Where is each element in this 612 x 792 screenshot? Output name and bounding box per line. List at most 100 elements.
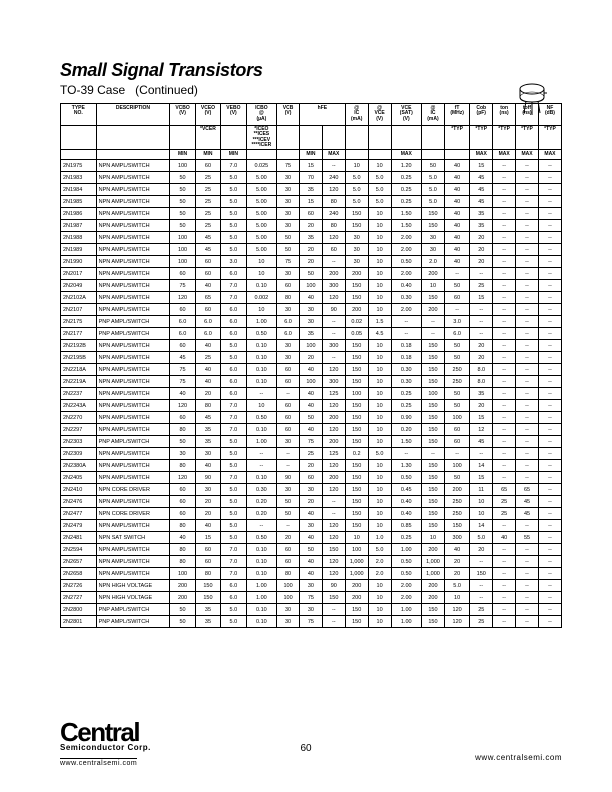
cell: 75	[299, 592, 322, 604]
cell: 3.0	[444, 316, 469, 328]
cell: 2N2219A	[61, 376, 97, 388]
cell: 200	[422, 304, 445, 316]
col-header: ICBO@(µA)	[246, 104, 277, 126]
col-header	[345, 150, 368, 160]
cell: 60	[299, 472, 322, 484]
cell: NPN AMPL/SWITCH	[96, 244, 170, 256]
cell: 2N2175	[61, 316, 97, 328]
cell: 10	[368, 208, 391, 220]
table-row: 2N2801PNP AMPL/SWITCH50355.00.103075--15…	[61, 616, 562, 628]
table-row: 2N2177PNP AMPL/SWITCH6.06.06.00.506.035-…	[61, 328, 562, 340]
cell: 125	[322, 388, 345, 400]
cell: 5.0	[368, 448, 391, 460]
cell: 20	[470, 340, 493, 352]
cell: 5.0	[345, 172, 368, 184]
table-row: 2N2017NPN AMPL/SWITCH60606.0103050200200…	[61, 268, 562, 280]
brand-url: www.centralsemi.com	[60, 758, 137, 767]
cell: 40	[299, 364, 322, 376]
cell: 0.10	[246, 616, 277, 628]
col-header: DESCRIPTION	[96, 104, 170, 126]
cell: 0.18	[391, 340, 422, 352]
cell: 200	[422, 268, 445, 280]
cell: 60	[195, 256, 220, 268]
cell: 1.00	[246, 436, 277, 448]
cell: 1,000	[345, 556, 368, 568]
cell: 3.0	[221, 256, 246, 268]
cell: 20	[299, 496, 322, 508]
cell: 5.0	[221, 436, 246, 448]
cell: 20	[444, 568, 469, 580]
cell: 30	[277, 484, 300, 496]
cell: 25	[493, 496, 516, 508]
col-header: VCB(V)	[277, 104, 300, 126]
cell: 55	[516, 532, 539, 544]
cell: 2N2380A	[61, 460, 97, 472]
cell: 40	[444, 544, 469, 556]
cell: 10	[368, 268, 391, 280]
cell: 5.0	[422, 172, 445, 184]
cell: 7.0	[221, 292, 246, 304]
cell: 150	[345, 292, 368, 304]
cell: --	[538, 484, 561, 496]
cell: 0.25	[391, 532, 422, 544]
cell: --	[516, 304, 539, 316]
col-header	[322, 126, 345, 150]
cell: --	[322, 616, 345, 628]
cell: 80	[277, 568, 300, 580]
cell: 40	[444, 232, 469, 244]
col-header: *VCER	[195, 126, 220, 150]
cell: 10	[368, 160, 391, 172]
table-row: 2N2195BNPN AMPL/SWITCH45255.00.103020--1…	[61, 352, 562, 364]
cell: 2N2303	[61, 436, 97, 448]
cell: 75	[299, 616, 322, 628]
cell: 200	[345, 304, 368, 316]
cell: 150	[422, 496, 445, 508]
cell: NPN AMPL/SWITCH	[96, 256, 170, 268]
cell: 8.0	[470, 364, 493, 376]
cell: 2.0	[368, 556, 391, 568]
cell: 6.0	[277, 328, 300, 340]
cell: 25	[195, 196, 220, 208]
cell: 30	[195, 484, 220, 496]
cell: --	[391, 328, 422, 340]
cell: --	[470, 316, 493, 328]
cell: --	[516, 328, 539, 340]
cell: --	[538, 268, 561, 280]
cell: --	[493, 220, 516, 232]
col-header: MIN	[221, 150, 246, 160]
cell: NPN CORE DRIVER	[96, 484, 170, 496]
cell: 90	[277, 472, 300, 484]
cell: 150	[422, 208, 445, 220]
cell: 5.0	[345, 184, 368, 196]
cell: 250	[444, 364, 469, 376]
cell: 30	[277, 436, 300, 448]
cell: --	[538, 388, 561, 400]
table-head: TYPENO.DESCRIPTIONVCBO(V)VCEO(V)VEBO(V)I…	[61, 104, 562, 160]
cell: 80	[322, 196, 345, 208]
cell: --	[493, 580, 516, 592]
cell: --	[493, 184, 516, 196]
col-header: *TYP	[444, 126, 469, 150]
cell: 25	[195, 172, 220, 184]
cell: 80	[170, 556, 195, 568]
cell: --	[538, 448, 561, 460]
col-header	[96, 150, 170, 160]
cell: 200	[170, 580, 195, 592]
cell: 0.10	[246, 472, 277, 484]
cell: 50	[277, 496, 300, 508]
cell: 150	[345, 400, 368, 412]
cell: 40	[170, 532, 195, 544]
cell: 6.0	[221, 316, 246, 328]
cell: 120	[170, 292, 195, 304]
cell: --	[493, 556, 516, 568]
cell: NPN AMPL/SWITCH	[96, 292, 170, 304]
cell: 4.5	[368, 328, 391, 340]
cell: --	[277, 388, 300, 400]
col-header	[422, 126, 445, 150]
cell: 10	[368, 520, 391, 532]
cell: 50	[170, 616, 195, 628]
cell: 2N2192B	[61, 340, 97, 352]
transistor-table: TYPENO.DESCRIPTIONVCBO(V)VCEO(V)VEBO(V)I…	[60, 103, 562, 628]
cell: 5.0	[221, 616, 246, 628]
brand-logo: Central	[60, 721, 562, 743]
